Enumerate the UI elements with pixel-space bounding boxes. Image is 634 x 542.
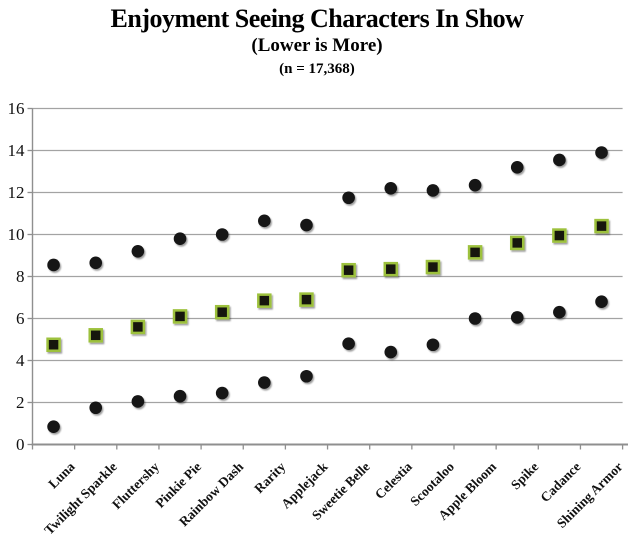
low-dot [384,345,398,359]
low-dot [215,386,229,400]
sample-size-note: (n = 17,368) [279,61,355,78]
mid-square-marker [383,261,399,277]
mid-square-marker [594,218,609,234]
mid-square-marker [257,293,272,308]
x-category-label: Luna [45,459,78,492]
high-dot [258,214,271,228]
high-dot [300,218,313,232]
high-dot [89,256,103,270]
x-category-label: Rarity [251,459,288,496]
high-dot [468,178,482,192]
low-dot [258,376,271,389]
high-dot [342,191,355,205]
chart-title: Enjoyment Seeing Characters In Show [110,4,524,33]
y-tick-label: 2 [16,393,25,412]
low-dot [426,338,440,352]
high-dot [595,146,608,159]
y-tick-label: 0 [16,435,25,454]
y-tick-label: 6 [16,309,25,328]
mid-square-marker [425,259,441,275]
chart-header: Enjoyment Seeing Characters In Show (Low… [0,5,634,78]
high-dot [47,258,60,272]
mid-square-marker [341,262,356,278]
y-tick-label: 14 [8,141,26,160]
mid-square-marker [214,304,230,320]
low-dot [47,420,60,433]
low-dot [510,311,524,324]
mid-square-marker [467,245,483,260]
mid-square-marker [46,337,61,352]
low-dot [89,401,103,415]
mid-square-marker [130,319,146,335]
y-tick-label: 16 [8,99,25,118]
low-dot [342,337,355,351]
x-category-label: Spike [508,459,541,492]
high-dot [215,228,229,241]
mid-square-marker [552,228,567,243]
x-category-label: Twilight Sparkle [41,459,120,538]
mid-square-marker [172,309,188,324]
high-dot [510,161,524,174]
high-dot [426,184,440,197]
low-dot [468,312,482,325]
low-dot [173,389,187,403]
mid-square-marker [88,328,103,343]
high-dot [384,182,398,195]
high-dot [131,245,145,258]
low-dot [131,395,145,408]
high-dot [173,232,187,245]
low-dot [595,295,608,309]
chart-subtitle: (Lower is More) [251,35,383,57]
high-dot [553,153,566,167]
y-tick-label: 12 [8,183,25,202]
mid-square-marker [299,292,314,307]
y-tick-label: 10 [8,225,25,244]
low-dot [300,369,313,383]
y-tick-label: 8 [16,267,25,286]
mid-square-marker [509,235,525,251]
low-dot [553,305,566,319]
y-tick-label: 4 [16,351,25,370]
